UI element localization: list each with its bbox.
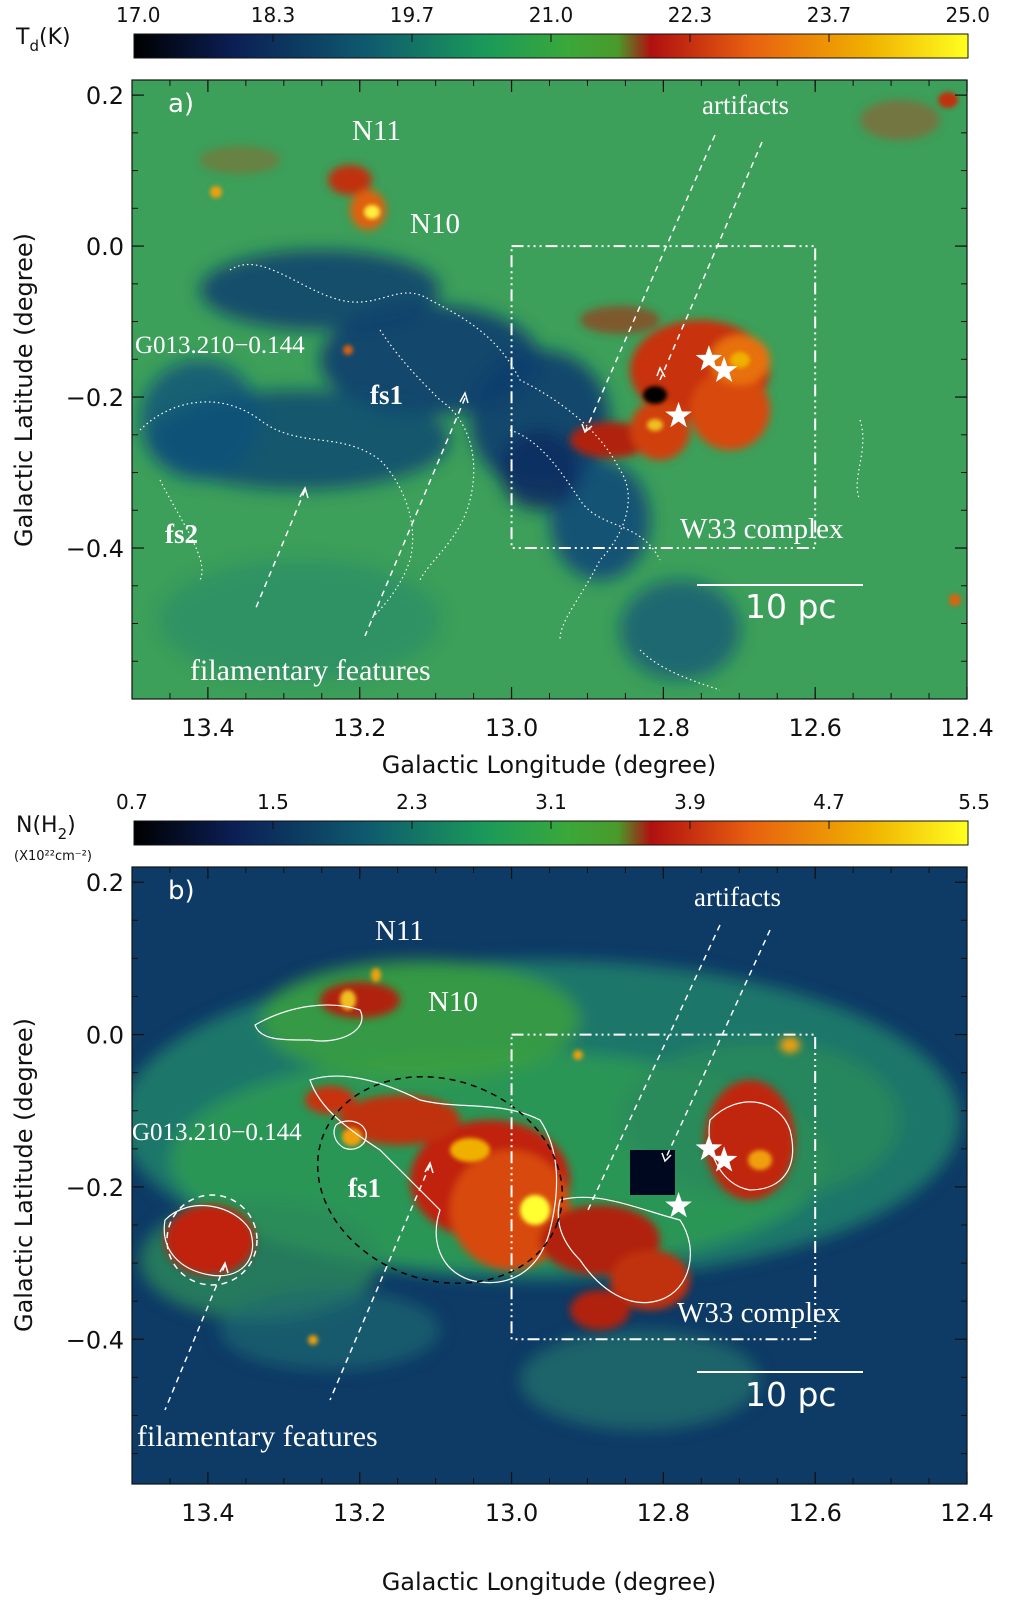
- y-tick-label: −0.4: [66, 1326, 124, 1354]
- colorbar-tick-label: 19.7: [390, 3, 435, 27]
- panel-a-label: a): [168, 89, 194, 119]
- label-n10-b: N10: [428, 986, 478, 1018]
- colorbar-a-ticks: 17.0 18.3 19.7 21.0 22.3 23.7 25.0: [116, 3, 990, 42]
- x-tick-label: 13.4: [181, 714, 234, 742]
- colorbar-b-label: N(H2): [16, 813, 76, 843]
- colorbar-tick-label: 25.0: [945, 3, 990, 27]
- label-n10-a: N10: [410, 208, 460, 240]
- y-tick-label: −0.2: [66, 384, 124, 412]
- label-fs1-b: fs1: [348, 1173, 381, 1203]
- x-tick-label: 13.0: [485, 714, 538, 742]
- axes-a: 13.4 13.2 13.0 12.8 12.6 12.4 0.2 0.0 −0.2 −0.4: [66, 80, 994, 742]
- scalebar-a-label: 10 pc: [745, 587, 837, 626]
- y-tick-label: −0.2: [66, 1174, 124, 1202]
- colorbar-tick-label: 4.7: [813, 790, 845, 814]
- xlabel-a: Galactic Longitude (degree): [382, 751, 717, 779]
- x-tick-label: 12.8: [637, 1499, 690, 1527]
- w33-box-a: [510, 245, 817, 550]
- filament-circle: [166, 1194, 258, 1286]
- colorbar-tick-label: 0.7: [116, 790, 148, 814]
- x-tick-label: 13.4: [181, 1499, 234, 1527]
- label-n11-b: N11: [375, 915, 424, 947]
- y-tick-label: 0.0: [86, 233, 124, 261]
- y-tick-label: −0.4: [66, 535, 124, 563]
- label-w33-b: W33 complex: [677, 1297, 841, 1329]
- y-tick-label: 0.2: [86, 869, 124, 897]
- colorbar-a: Td(K) 17.0 18.3 19.7 21.0 22.3 23.7 25.0: [15, 3, 990, 59]
- x-tick-label: 12.6: [788, 1499, 841, 1527]
- map-a: artifacts N11 N10 G013.210−0.144 fs1 fs2…: [132, 80, 967, 699]
- colorbar-b: N(H2) (X10²²cm⁻²) 0.7 1.5 2.3 3.1 3.9 4.7 5.5: [14, 790, 990, 864]
- label-w33-a: W33 complex: [680, 513, 844, 545]
- colorbar-tick-label: 22.3: [668, 3, 713, 27]
- label-g013-a: G013.210−0.144: [135, 332, 305, 359]
- label-filamentary-b: filamentary features: [137, 1420, 378, 1453]
- x-tick-label: 13.2: [333, 714, 386, 742]
- x-tick-label: 12.4: [940, 1499, 993, 1527]
- colorbar-tick-label: 17.0: [116, 3, 161, 27]
- label-g013-b: G013.210−0.144: [132, 1119, 302, 1146]
- label-filamentary-a: filamentary features: [190, 654, 431, 687]
- label-n11-a: N11: [352, 115, 401, 147]
- colorbar-b-ticks: 0.7 1.5 2.3 3.1 3.9 4.7 5.5: [116, 790, 990, 829]
- panel-b-label: b): [168, 876, 195, 906]
- colorbar-a-label: Td(K): [15, 25, 71, 55]
- colorbar-tick-label: 21.0: [529, 3, 574, 27]
- colorbar-tick-label: 18.3: [251, 3, 296, 27]
- ylabel-a: Galactic Latitude (degree): [10, 233, 38, 547]
- fs1-outline: [316, 1076, 564, 1284]
- label-fs1-a: fs1: [370, 380, 403, 410]
- x-tick-label: 12.6: [788, 714, 841, 742]
- colorbar-tick-label: 3.9: [674, 790, 706, 814]
- axes-b: 13.4 13.2 13.0 12.8 12.6 12.4 0.2 0.0 −0.2 −0.4: [66, 867, 994, 1527]
- w33-box-b: [510, 1033, 817, 1341]
- x-tick-label: 13.0: [485, 1499, 538, 1527]
- ylabel-b: Galactic Latitude (degree): [10, 1018, 38, 1332]
- colorbar-tick-label: 2.3: [396, 790, 428, 814]
- label-artifacts-b: artifacts: [694, 882, 781, 912]
- x-tick-label: 13.2: [333, 1499, 386, 1527]
- label-fs2-a: fs2: [165, 519, 198, 549]
- colorbar-tick-label: 1.5: [257, 790, 289, 814]
- label-artifacts-a: artifacts: [702, 90, 789, 120]
- x-tick-label: 12.8: [637, 714, 690, 742]
- y-tick-label: 0.2: [86, 82, 124, 110]
- scalebar-b-label: 10 pc: [745, 1375, 837, 1414]
- colorbar-b-unit: (X10²²cm⁻²): [14, 849, 92, 864]
- y-tick-label: 0.0: [86, 1022, 124, 1050]
- xlabel-b: Galactic Longitude (degree): [382, 1568, 717, 1596]
- panel-b: N(H2) (X10²²cm⁻²) 0.7 1.5 2.3 3.1 3.9 4.7 5.5: [10, 790, 994, 1596]
- colorbar-tick-label: 3.1: [535, 790, 567, 814]
- x-tick-label: 12.4: [940, 714, 993, 742]
- panel-a: Td(K) 17.0 18.3 19.7 21.0 22.3 23.7 25.0: [10, 3, 994, 779]
- colorbar-tick-label: 23.7: [807, 3, 852, 27]
- map-b: artifacts N11 N10 G013.210−0.144 fs1 W33…: [132, 867, 967, 1484]
- colorbar-tick-label: 5.5: [958, 790, 990, 814]
